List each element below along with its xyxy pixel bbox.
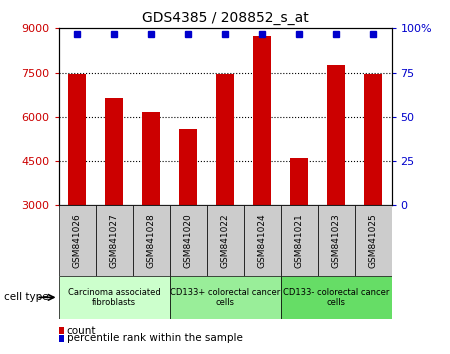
Text: CD133- colorectal cancer
cells: CD133- colorectal cancer cells xyxy=(283,288,389,307)
Text: GSM841024: GSM841024 xyxy=(257,213,266,268)
Bar xyxy=(207,205,243,276)
Bar xyxy=(280,276,392,319)
Bar xyxy=(142,113,160,205)
Bar xyxy=(355,205,392,276)
Text: Carcinoma associated
fibroblasts: Carcinoma associated fibroblasts xyxy=(68,288,160,307)
Text: GSM841027: GSM841027 xyxy=(109,213,118,268)
Title: GDS4385 / 208852_s_at: GDS4385 / 208852_s_at xyxy=(142,11,308,24)
Bar xyxy=(132,205,170,276)
Text: cell type: cell type xyxy=(4,292,49,302)
Bar xyxy=(170,276,280,319)
Bar xyxy=(280,205,318,276)
Bar xyxy=(58,205,95,276)
Bar xyxy=(216,74,234,205)
Bar xyxy=(243,205,280,276)
Bar xyxy=(179,129,197,205)
Text: percentile rank within the sample: percentile rank within the sample xyxy=(67,333,243,343)
Bar xyxy=(327,65,345,205)
Bar xyxy=(68,74,86,205)
Bar xyxy=(58,276,170,319)
Bar xyxy=(253,36,271,205)
Text: GSM841023: GSM841023 xyxy=(332,213,341,268)
Text: GSM841028: GSM841028 xyxy=(147,213,156,268)
Text: count: count xyxy=(67,326,96,336)
Bar xyxy=(170,205,207,276)
Bar xyxy=(364,74,382,205)
Bar xyxy=(95,205,132,276)
Text: GSM841020: GSM841020 xyxy=(184,213,193,268)
Text: GSM841026: GSM841026 xyxy=(72,213,81,268)
Bar xyxy=(318,205,355,276)
Bar xyxy=(290,158,308,205)
Text: CD133+ colorectal cancer
cells: CD133+ colorectal cancer cells xyxy=(170,288,280,307)
Bar xyxy=(105,98,123,205)
Text: GSM841025: GSM841025 xyxy=(369,213,378,268)
Text: GSM841021: GSM841021 xyxy=(294,213,303,268)
Text: GSM841022: GSM841022 xyxy=(220,213,230,268)
